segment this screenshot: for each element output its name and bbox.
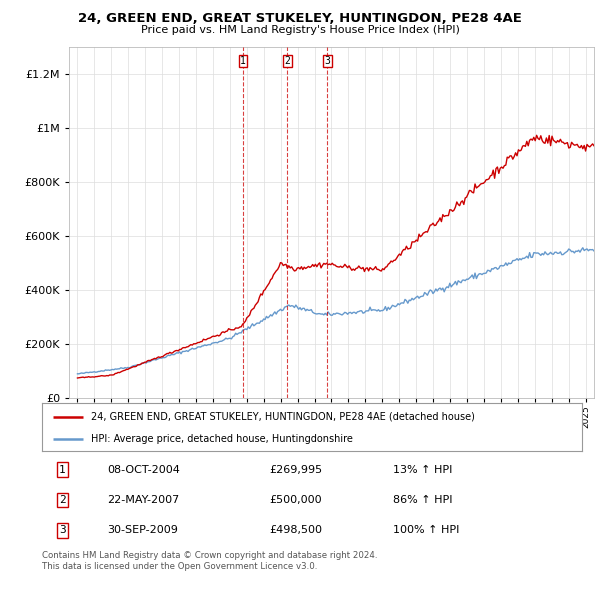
Text: This data is licensed under the Open Government Licence v3.0.: This data is licensed under the Open Gov… <box>42 562 317 571</box>
Text: £498,500: £498,500 <box>269 525 322 535</box>
Text: 24, GREEN END, GREAT STUKELEY, HUNTINGDON, PE28 4AE: 24, GREEN END, GREAT STUKELEY, HUNTINGDO… <box>78 12 522 25</box>
Text: 1: 1 <box>240 56 246 66</box>
Text: 2: 2 <box>284 56 290 66</box>
Text: 3: 3 <box>325 56 330 66</box>
Text: 86% ↑ HPI: 86% ↑ HPI <box>393 495 452 505</box>
Text: HPI: Average price, detached house, Huntingdonshire: HPI: Average price, detached house, Hunt… <box>91 434 352 444</box>
Text: 13% ↑ HPI: 13% ↑ HPI <box>393 465 452 475</box>
Text: 100% ↑ HPI: 100% ↑ HPI <box>393 525 460 535</box>
Text: 08-OCT-2004: 08-OCT-2004 <box>107 465 179 475</box>
Text: 3: 3 <box>59 525 66 535</box>
Text: £269,995: £269,995 <box>269 465 322 475</box>
Text: 1: 1 <box>59 465 66 475</box>
Text: 22-MAY-2007: 22-MAY-2007 <box>107 495 179 505</box>
Text: £500,000: £500,000 <box>269 495 322 505</box>
Text: Price paid vs. HM Land Registry's House Price Index (HPI): Price paid vs. HM Land Registry's House … <box>140 25 460 35</box>
Text: 24, GREEN END, GREAT STUKELEY, HUNTINGDON, PE28 4AE (detached house): 24, GREEN END, GREAT STUKELEY, HUNTINGDO… <box>91 411 475 421</box>
Text: 2: 2 <box>59 495 66 505</box>
Text: Contains HM Land Registry data © Crown copyright and database right 2024.: Contains HM Land Registry data © Crown c… <box>42 551 377 560</box>
Text: 30-SEP-2009: 30-SEP-2009 <box>107 525 178 535</box>
